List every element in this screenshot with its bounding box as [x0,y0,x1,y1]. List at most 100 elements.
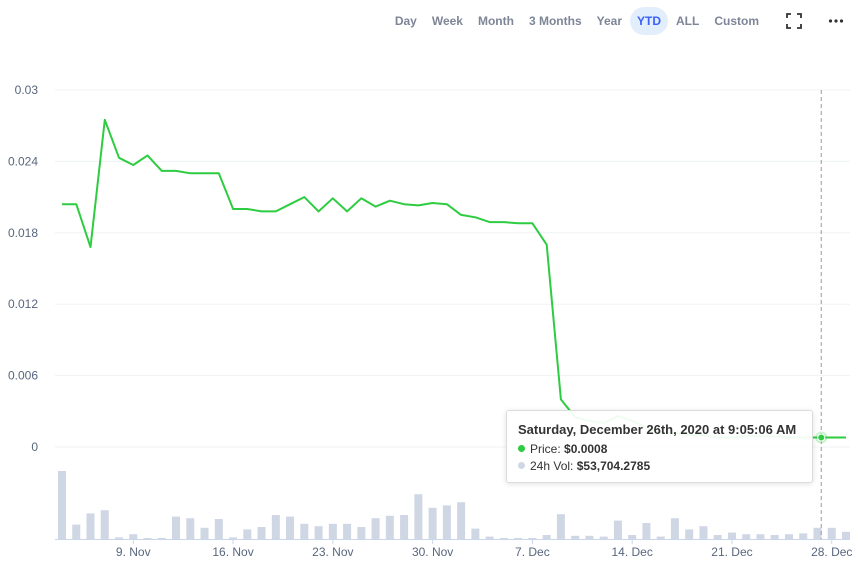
volume-bar [400,515,409,539]
volume-bar [670,518,679,539]
volume-bar [727,532,736,539]
y-tick-label: 0.006 [8,369,38,383]
volume-bar [457,502,466,539]
volume-bar [656,536,665,539]
volume-bar [314,526,323,539]
y-tick-label: 0.024 [8,154,38,168]
volume-bar [542,535,551,539]
tooltip-volume-value: $53,704.2785 [576,459,651,473]
range-custom-button[interactable]: Custom [714,14,759,28]
volume-bar [357,527,366,539]
volume-bar [143,538,152,539]
volume-bar [784,534,793,539]
volume-bar [115,537,124,539]
volume-bar [685,529,694,539]
grid-lines [55,89,850,448]
volume-bar [756,534,765,539]
volume-bar [257,527,266,539]
tooltip-price-label: Price: [530,442,561,456]
x-tick-label: 14. Dec [612,545,653,559]
price-line-layer [62,118,846,439]
x-tick-label: 9. Nov [116,545,151,559]
hover-indicator [815,90,828,539]
x-axis-labels: 9. Nov 16. Nov 23. Nov 30. Nov 7. Dec 14. Dec… [116,539,852,559]
y-tick-label: 0.03 [15,83,39,97]
volume-bar [385,515,394,539]
volume-bar [471,528,480,539]
volume-bar [72,524,81,539]
volume-dot-icon [518,462,525,469]
volume-bar [571,535,580,539]
volume-bar [214,519,223,539]
volume-bar [770,535,779,539]
x-tick-label: 16. Nov [212,545,253,559]
volume-bar [328,523,337,539]
volume-bar [628,535,637,539]
volume-bar [186,518,195,539]
volume-bar [827,527,836,539]
y-tick-label: 0.018 [8,226,38,240]
price-dot-icon [518,445,525,452]
volume-bar [713,535,722,539]
x-tick-label: 23. Nov [312,545,353,559]
volume-bar [129,534,138,539]
x-tick-label: 21. Dec [711,545,752,559]
range-all-button[interactable]: ALL [676,14,700,28]
volume-bars [55,471,850,540]
volume-bar [613,520,622,539]
volume-bar [300,523,309,539]
volume-bar [271,515,280,539]
range-year-button[interactable]: Year [596,14,622,28]
tooltip-price-row: Price: $0.0008 [518,442,607,456]
time-range-toolbar: Day Week Month 3 Months Year YTD ALL Cus… [387,7,850,35]
volume-bar [556,514,565,539]
volume-bar [699,526,708,539]
volume-bar [58,471,66,539]
volume-bar [842,531,850,539]
price-line [62,118,846,439]
range-day-button[interactable]: Day [394,14,417,28]
hover-point [817,433,826,442]
volume-bar [157,538,166,539]
volume-bar [100,510,109,539]
y-axis-labels: 0.03 0.024 0.018 0.012 0.006 0 [8,83,38,454]
volume-bar [528,538,537,539]
range-week-button[interactable]: Week [431,14,463,28]
x-tick-label: 30. Nov [412,545,453,559]
range-month-button[interactable]: Month [477,14,514,28]
volume-bar [485,536,494,539]
volume-bar [642,523,651,539]
volume-bar [599,536,608,539]
y-tick-label: 0.012 [8,297,38,311]
volume-bar [86,513,95,539]
volume-bar [286,516,295,539]
volume-bar [200,527,209,539]
y-tick-label: 0 [31,440,38,454]
volume-bar [414,494,423,539]
tooltip-title: Saturday, December 26th, 2020 at 9:05:06… [518,422,797,437]
range-3-months-button[interactable]: 3 Months [528,14,582,28]
volume-bar [343,523,352,539]
volume-bar [585,535,594,539]
volume-bar [442,505,451,539]
volume-bar [428,507,437,539]
volume-bar [813,527,822,539]
x-tick-label: 7. Dec [515,545,550,559]
volume-bar [243,529,252,539]
volume-bar [514,538,523,539]
tooltip-volume-row: 24h Vol: $53,704.2785 [518,459,650,473]
volume-bar [229,537,238,539]
volume-bar [742,534,751,539]
fullscreen-icon[interactable] [780,7,808,35]
volume-bar [499,538,508,539]
hover-tooltip: Saturday, December 26th, 2020 at 9:05:06… [506,410,813,483]
tooltip-price-value: $0.0008 [564,442,608,456]
volume-bar [371,518,380,539]
more-options-icon[interactable] [822,7,850,35]
tooltip-volume-label: 24h Vol: [530,459,574,473]
volume-bar [172,516,181,539]
volume-bar [799,533,808,539]
x-tick-label: 28. Dec [811,545,852,559]
range-ytd-button[interactable]: YTD [630,7,668,35]
